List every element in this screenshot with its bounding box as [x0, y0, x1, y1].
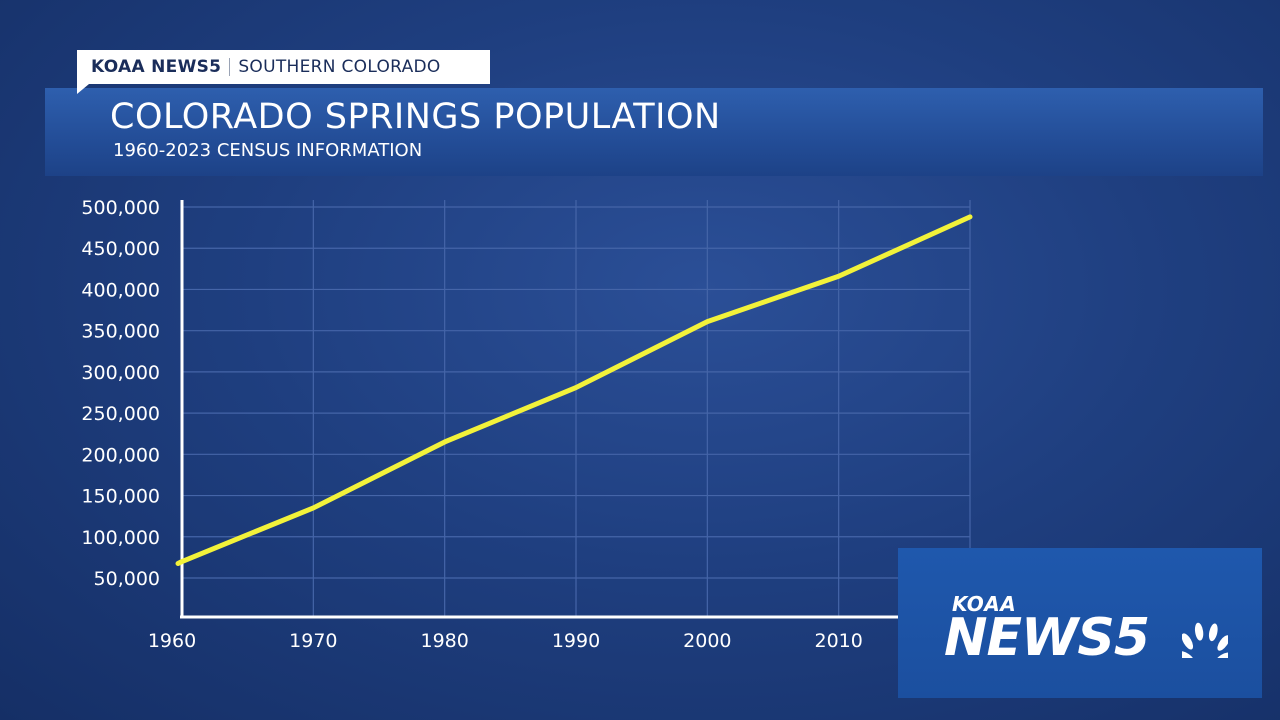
logo-koaa-text: KOAA — [952, 592, 1017, 616]
y-tick-label: 150,000 — [81, 486, 160, 508]
chart-title: COLORADO SPRINGS POPULATION — [110, 97, 721, 137]
grid-layer — [182, 200, 971, 617]
logo-news5-text: NEWS5 — [944, 608, 1150, 668]
title-banner — [45, 88, 1263, 176]
tag-pointer — [77, 84, 89, 94]
y-tick-label: 300,000 — [81, 362, 160, 384]
population-data-point — [837, 274, 841, 278]
x-tick-label: 1970 — [289, 630, 337, 652]
tick-layer: 500,000 450,000 400,000 350,000 300,000 250,0… — [81, 197, 982, 652]
population-data-point — [311, 506, 315, 510]
y-tick-label: 500,000 — [81, 197, 160, 219]
y-tick-label: 100,000 — [81, 527, 160, 549]
station-brand: KOAA NEWS5 — [91, 57, 222, 77]
x-tick-label: 1990 — [552, 630, 600, 652]
y-tick-label: 450,000 — [81, 238, 160, 260]
series-layer — [175, 214, 973, 567]
station-tag: KOAA NEWS5 SOUTHERN COLORADO — [77, 50, 490, 84]
logo-panel — [898, 548, 1262, 698]
y-tick-label: 250,000 — [81, 403, 160, 425]
x-tick-label: 2010 — [814, 630, 862, 652]
x-tick-label: 1960 — [148, 630, 196, 652]
y-tick-label: 400,000 — [81, 279, 160, 301]
y-tick-label: 200,000 — [81, 444, 160, 466]
chart-subtitle: 1960-2023 CENSUS INFORMATION — [113, 140, 423, 161]
population-series-line — [175, 214, 973, 567]
peacock-icon — [1182, 622, 1228, 658]
tag-divider — [229, 58, 231, 76]
station-region: SOUTHERN COLORADO — [238, 57, 441, 77]
population-data-point — [968, 215, 972, 219]
x-tick-label: 1980 — [420, 630, 468, 652]
population-data-point — [705, 320, 709, 324]
y-tick-label: 350,000 — [81, 321, 160, 343]
population-data-point — [574, 386, 578, 390]
x-tick-label: 2000 — [683, 630, 731, 652]
axis-layer — [180, 200, 970, 619]
population-data-point — [443, 440, 447, 444]
y-tick-label: 50,000 — [94, 568, 160, 590]
population-data-point — [180, 560, 184, 564]
